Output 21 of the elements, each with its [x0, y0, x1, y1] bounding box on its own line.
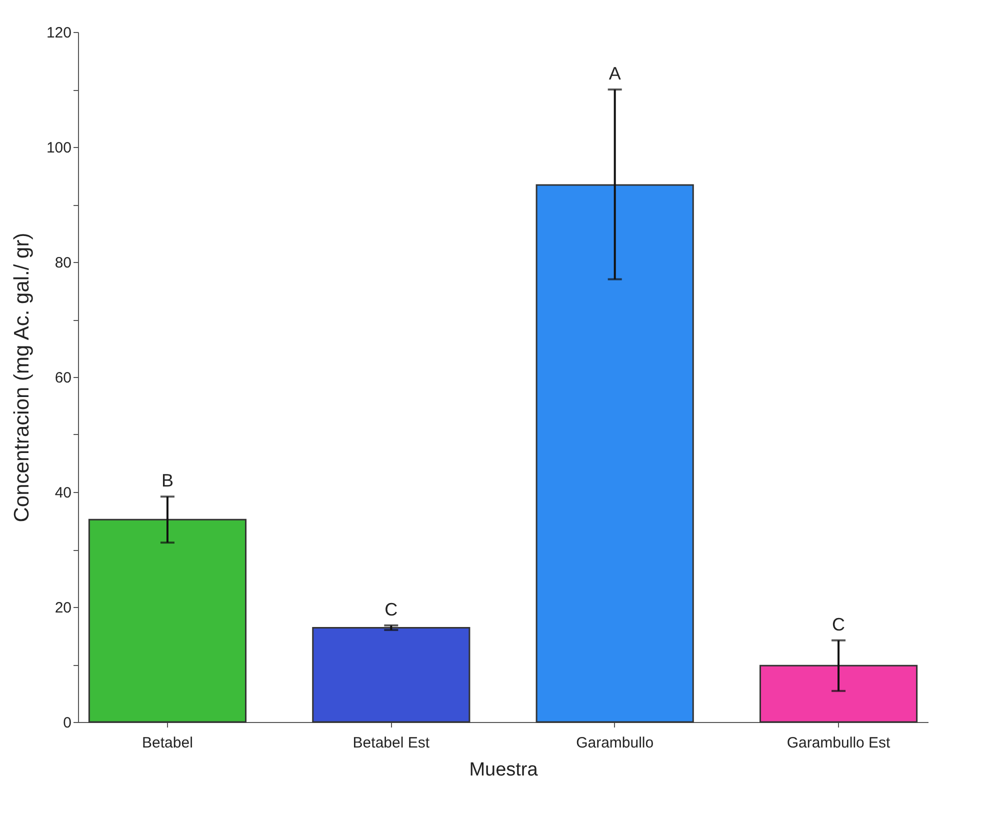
- x-axis-title: Muestra: [469, 760, 538, 780]
- x-tick-label: Betabel Est: [352, 734, 430, 752]
- annotation: A: [608, 64, 621, 84]
- bar: [536, 184, 694, 723]
- bar: [312, 626, 470, 723]
- x-tick-label: Garambullo: [576, 734, 654, 752]
- bar: [88, 518, 247, 723]
- y-tick-label: 0: [63, 714, 72, 732]
- bar: [759, 664, 918, 723]
- x-tick-label: Garambullo Est: [786, 734, 892, 752]
- y-tick-label: 60: [54, 370, 72, 386]
- y-tick-label: 80: [54, 254, 72, 272]
- annotation: B: [161, 470, 174, 491]
- y-axis-title: Concentracion (mg Ac. gal./ gr): [10, 232, 34, 522]
- x-tick-label: Betabel: [142, 734, 193, 752]
- y-tick-label: 120: [46, 24, 72, 42]
- annotation: C: [832, 614, 846, 634]
- annotation: C: [384, 599, 398, 620]
- y-tick-label: 20: [54, 600, 72, 616]
- y-tick-label: 40: [54, 484, 72, 502]
- y-tick-label: 100: [46, 140, 72, 156]
